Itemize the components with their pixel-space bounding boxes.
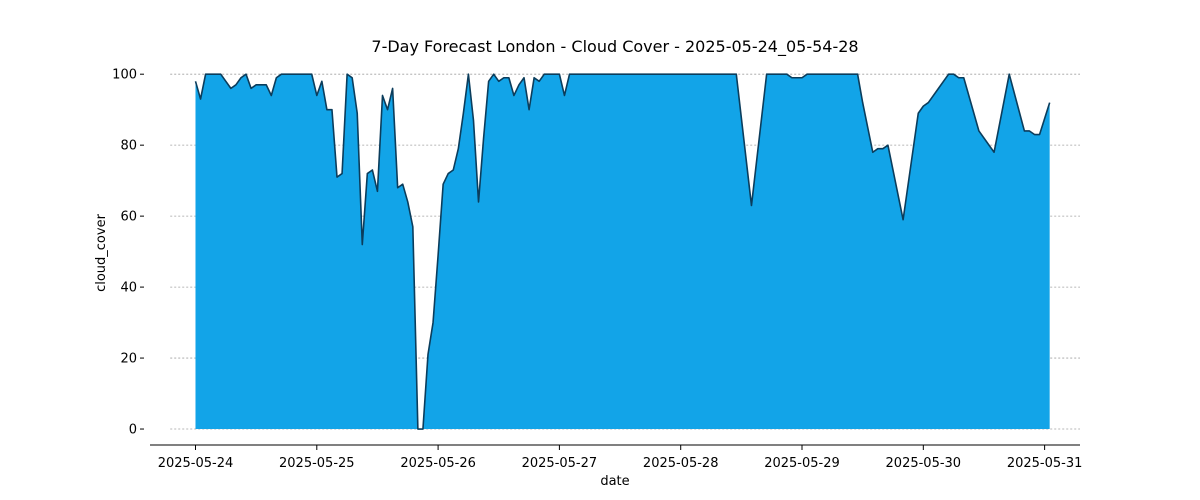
y-axis-title: cloud_cover: [94, 213, 109, 291]
y-axis-ticks: 0 20 40 60 80 100: [112, 68, 144, 438]
x-tick-label: 2025-05-31: [1007, 456, 1083, 471]
y-tick-label: 60: [120, 210, 137, 225]
x-tick-label: 2025-05-25: [279, 456, 355, 471]
x-tick-label: 2025-05-29: [764, 456, 840, 471]
x-axis-title: date: [600, 474, 629, 489]
x-tick-label: 2025-05-24: [158, 456, 234, 471]
cloud-cover-line: [194, 73, 1051, 430]
chart-title: 7-Day Forecast London - Cloud Cover - 20…: [371, 37, 858, 57]
y-tick-label: 20: [120, 352, 137, 367]
x-tick-label: 2025-05-26: [400, 456, 476, 471]
y-tick-label: 0: [129, 423, 137, 438]
x-axis-ticks: 2025-05-24 2025-05-25 2025-05-26 2025-05-27…: [158, 445, 1083, 471]
y-tick-label: 40: [120, 281, 137, 296]
x-tick-label: 2025-05-30: [886, 456, 962, 471]
x-tick-label: 2025-05-27: [522, 456, 598, 471]
y-tick-label: 80: [120, 139, 137, 154]
cloud-cover-area: [195, 74, 1050, 430]
x-tick-label: 2025-05-28: [643, 456, 719, 471]
y-tick-label: 100: [112, 68, 137, 83]
